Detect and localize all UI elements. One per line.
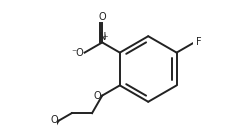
Text: +: + bbox=[102, 34, 108, 40]
Text: F: F bbox=[196, 37, 202, 47]
Text: ⁻O: ⁻O bbox=[71, 48, 84, 58]
Text: O: O bbox=[50, 115, 58, 125]
Text: O: O bbox=[94, 91, 101, 101]
Text: O: O bbox=[98, 12, 106, 22]
Text: N: N bbox=[98, 32, 106, 42]
